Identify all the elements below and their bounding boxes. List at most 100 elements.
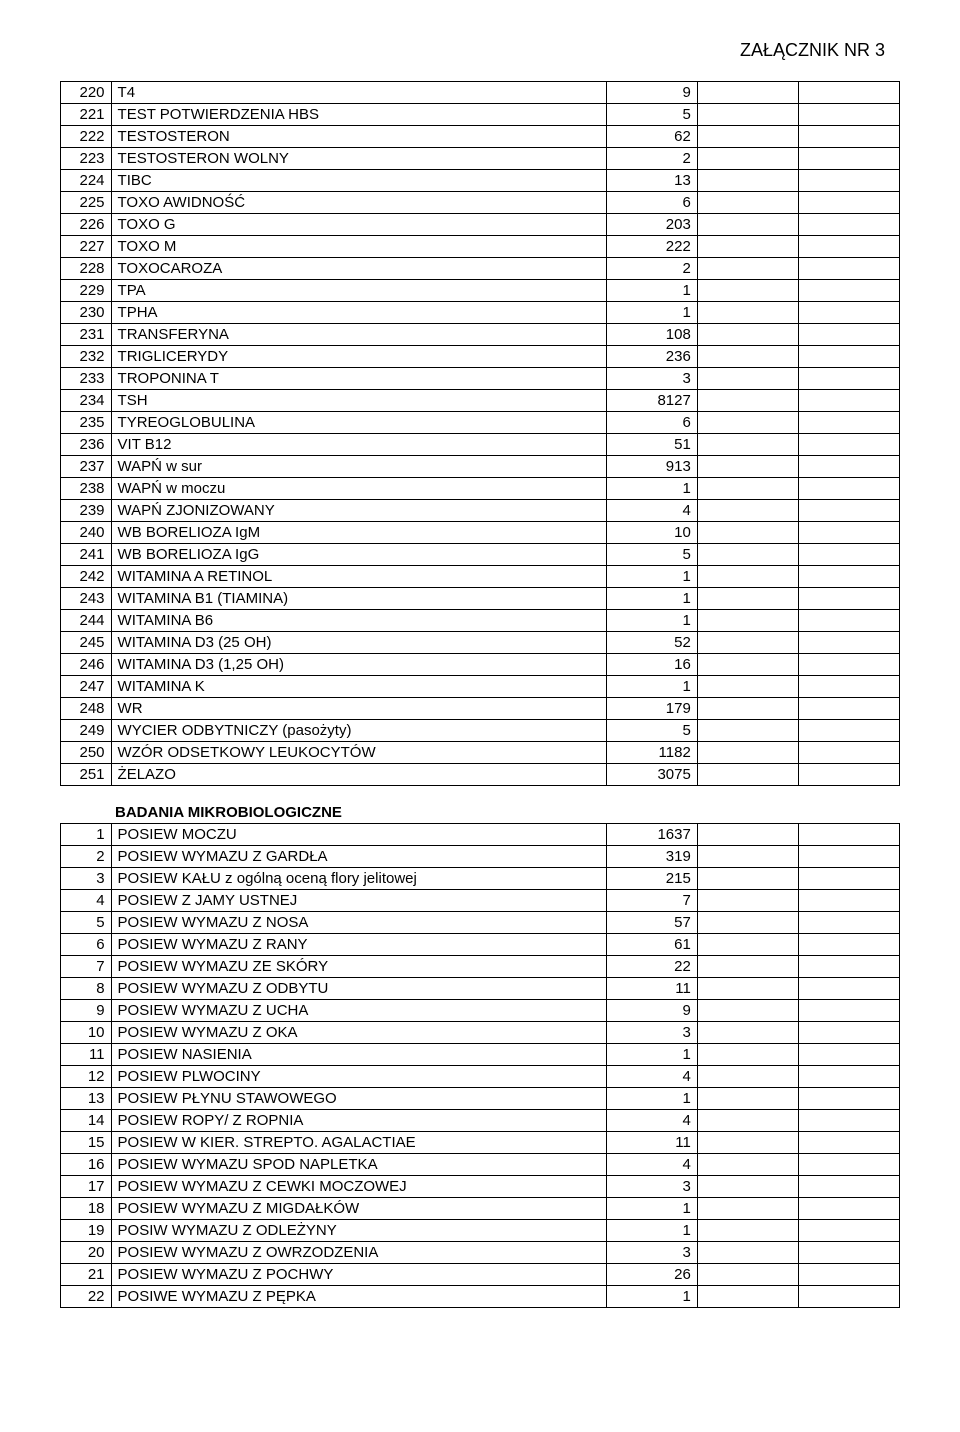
row-empty-2 [798, 1044, 899, 1066]
table-row: 244WITAMINA B61 [61, 610, 900, 632]
row-name: POSIEW WYMAZU Z CEWKI MOCZOWEJ [111, 1176, 606, 1198]
row-empty-1 [697, 544, 798, 566]
table-row: 15POSIEW W KIER. STREPTO. AGALACTIAE11 [61, 1132, 900, 1154]
row-name: WAPŃ w moczu [111, 478, 606, 500]
row-empty-2 [798, 456, 899, 478]
row-name: POSIEW WYMAZU Z OKA [111, 1022, 606, 1044]
row-name: TRIGLICERYDY [111, 346, 606, 368]
table-section-2: 1POSIEW MOCZU16372POSIEW WYMAZU Z GARDŁA… [60, 823, 900, 1308]
table-row: 7POSIEW WYMAZU ZE SKÓRY22 [61, 956, 900, 978]
row-index: 8 [61, 978, 112, 1000]
table-row: 231TRANSFERYNA108 [61, 324, 900, 346]
table-row: 6POSIEW WYMAZU Z RANY61 [61, 934, 900, 956]
row-index: 224 [61, 170, 112, 192]
row-empty-1 [697, 1242, 798, 1264]
table-row: 239WAPŃ ZJONIZOWANY4 [61, 500, 900, 522]
row-name: TESTOSTERON [111, 126, 606, 148]
row-empty-1 [697, 104, 798, 126]
row-index: 228 [61, 258, 112, 280]
row-empty-1 [697, 824, 798, 846]
row-name: TSH [111, 390, 606, 412]
row-value: 26 [606, 1264, 697, 1286]
row-value: 1 [606, 1088, 697, 1110]
row-value: 913 [606, 456, 697, 478]
row-name: TPA [111, 280, 606, 302]
row-index: 247 [61, 676, 112, 698]
row-name: POSIEW W KIER. STREPTO. AGALACTIAE [111, 1132, 606, 1154]
row-index: 231 [61, 324, 112, 346]
table-row: 14POSIEW ROPY/ Z ROPNIA4 [61, 1110, 900, 1132]
row-empty-2 [798, 126, 899, 148]
row-value: 16 [606, 654, 697, 676]
table-row: 19POSIW WYMAZU Z ODLEŻYNY1 [61, 1220, 900, 1242]
row-empty-2 [798, 1000, 899, 1022]
row-empty-1 [697, 1044, 798, 1066]
row-index: 227 [61, 236, 112, 258]
row-empty-2 [798, 934, 899, 956]
row-value: 2 [606, 148, 697, 170]
row-empty-1 [697, 588, 798, 610]
row-empty-1 [697, 1286, 798, 1308]
row-empty-2 [798, 956, 899, 978]
row-value: 62 [606, 126, 697, 148]
row-name: TOXO G [111, 214, 606, 236]
row-empty-2 [798, 1088, 899, 1110]
row-value: 1 [606, 478, 697, 500]
table-row: 228TOXOCAROZA2 [61, 258, 900, 280]
row-empty-1 [697, 500, 798, 522]
row-name: POSIEW WYMAZU Z RANY [111, 934, 606, 956]
row-empty-1 [697, 368, 798, 390]
row-index: 239 [61, 500, 112, 522]
row-value: 11 [606, 978, 697, 1000]
table-row: 224TIBC13 [61, 170, 900, 192]
row-index: 22 [61, 1286, 112, 1308]
row-empty-1 [697, 566, 798, 588]
row-empty-2 [798, 1154, 899, 1176]
row-value: 3 [606, 1022, 697, 1044]
table-row: 18POSIEW WYMAZU Z MIGDAŁKÓW1 [61, 1198, 900, 1220]
row-value: 2 [606, 258, 697, 280]
table-row: 4POSIEW Z JAMY USTNEJ7 [61, 890, 900, 912]
table-row: 20POSIEW WYMAZU Z OWRZODZENIA3 [61, 1242, 900, 1264]
row-empty-2 [798, 1022, 899, 1044]
row-empty-2 [798, 978, 899, 1000]
row-empty-2 [798, 302, 899, 324]
row-value: 4 [606, 500, 697, 522]
row-value: 10 [606, 522, 697, 544]
row-name: WITAMINA B1 (TIAMINA) [111, 588, 606, 610]
row-name: TYREOGLOBULINA [111, 412, 606, 434]
row-value: 7 [606, 890, 697, 912]
row-empty-1 [697, 890, 798, 912]
row-name: TOXO M [111, 236, 606, 258]
row-value: 5 [606, 104, 697, 126]
row-value: 52 [606, 632, 697, 654]
row-empty-1 [697, 1000, 798, 1022]
row-index: 4 [61, 890, 112, 912]
row-empty-1 [697, 1176, 798, 1198]
row-name: POSIEW WYMAZU SPOD NAPLETKA [111, 1154, 606, 1176]
row-empty-1 [697, 934, 798, 956]
row-value: 1182 [606, 742, 697, 764]
row-index: 11 [61, 1044, 112, 1066]
row-name: TROPONINA T [111, 368, 606, 390]
row-name: WB BORELIOZA IgM [111, 522, 606, 544]
row-index: 241 [61, 544, 112, 566]
table-row: 226TOXO G203 [61, 214, 900, 236]
row-name: POSIEW WYMAZU Z MIGDAŁKÓW [111, 1198, 606, 1220]
row-index: 2 [61, 846, 112, 868]
row-value: 1 [606, 566, 697, 588]
row-name: WAPŃ ZJONIZOWANY [111, 500, 606, 522]
row-empty-2 [798, 1242, 899, 1264]
row-name: WITAMINA B6 [111, 610, 606, 632]
row-empty-2 [798, 1176, 899, 1198]
row-empty-1 [697, 390, 798, 412]
row-empty-2 [798, 1264, 899, 1286]
row-value: 9 [606, 82, 697, 104]
row-empty-1 [697, 346, 798, 368]
row-name: POSIEW PLWOCINY [111, 1066, 606, 1088]
table-row: 235TYREOGLOBULINA6 [61, 412, 900, 434]
row-empty-1 [697, 610, 798, 632]
row-empty-1 [697, 868, 798, 890]
row-index: 232 [61, 346, 112, 368]
row-empty-2 [798, 236, 899, 258]
